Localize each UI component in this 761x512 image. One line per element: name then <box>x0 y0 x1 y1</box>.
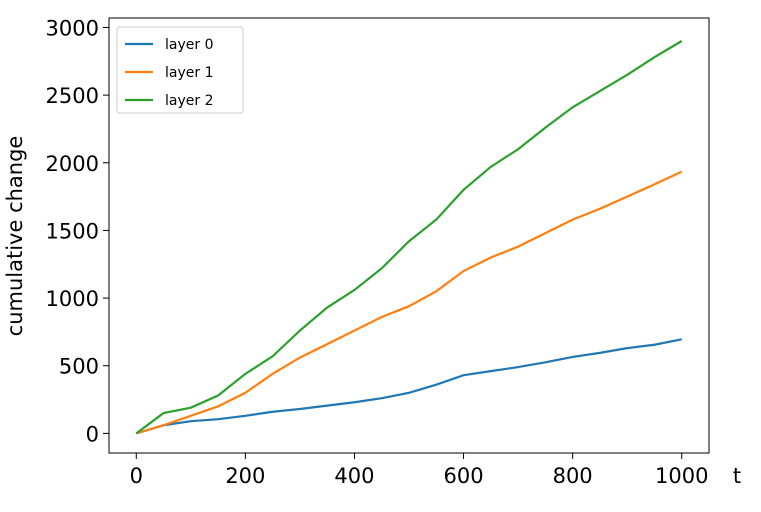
y-tick-label: 0 <box>86 422 99 446</box>
x-tick-label: 1000 <box>655 464 708 488</box>
x-tick-label: 0 <box>130 464 143 488</box>
legend: layer 0 layer 1 layer 2 <box>116 26 244 114</box>
y-tick-label: 2500 <box>46 84 99 108</box>
plot-frame <box>108 17 710 454</box>
x-tick-label: 600 <box>443 464 483 488</box>
y-tick-label: 500 <box>59 355 99 379</box>
x-axis-label: t <box>733 464 741 488</box>
y-tick-label: 2000 <box>46 152 99 176</box>
y-tick-label: 1000 <box>46 287 99 311</box>
series-line <box>135 40 683 435</box>
x-tick-label: 200 <box>225 464 265 488</box>
legend-label: layer 2 <box>165 93 213 109</box>
series-line <box>135 338 682 435</box>
y-tick-label: 3000 <box>46 16 99 40</box>
x-tick-label: 800 <box>553 464 593 488</box>
legend-frame <box>116 26 244 114</box>
y-tick-label: 1500 <box>46 219 99 243</box>
y-axis-label: cumulative change <box>3 136 27 337</box>
legend-label: layer 1 <box>165 65 213 81</box>
series-line <box>135 170 683 435</box>
x-tick-label: 400 <box>334 464 374 488</box>
legend-label: layer 0 <box>165 37 213 53</box>
